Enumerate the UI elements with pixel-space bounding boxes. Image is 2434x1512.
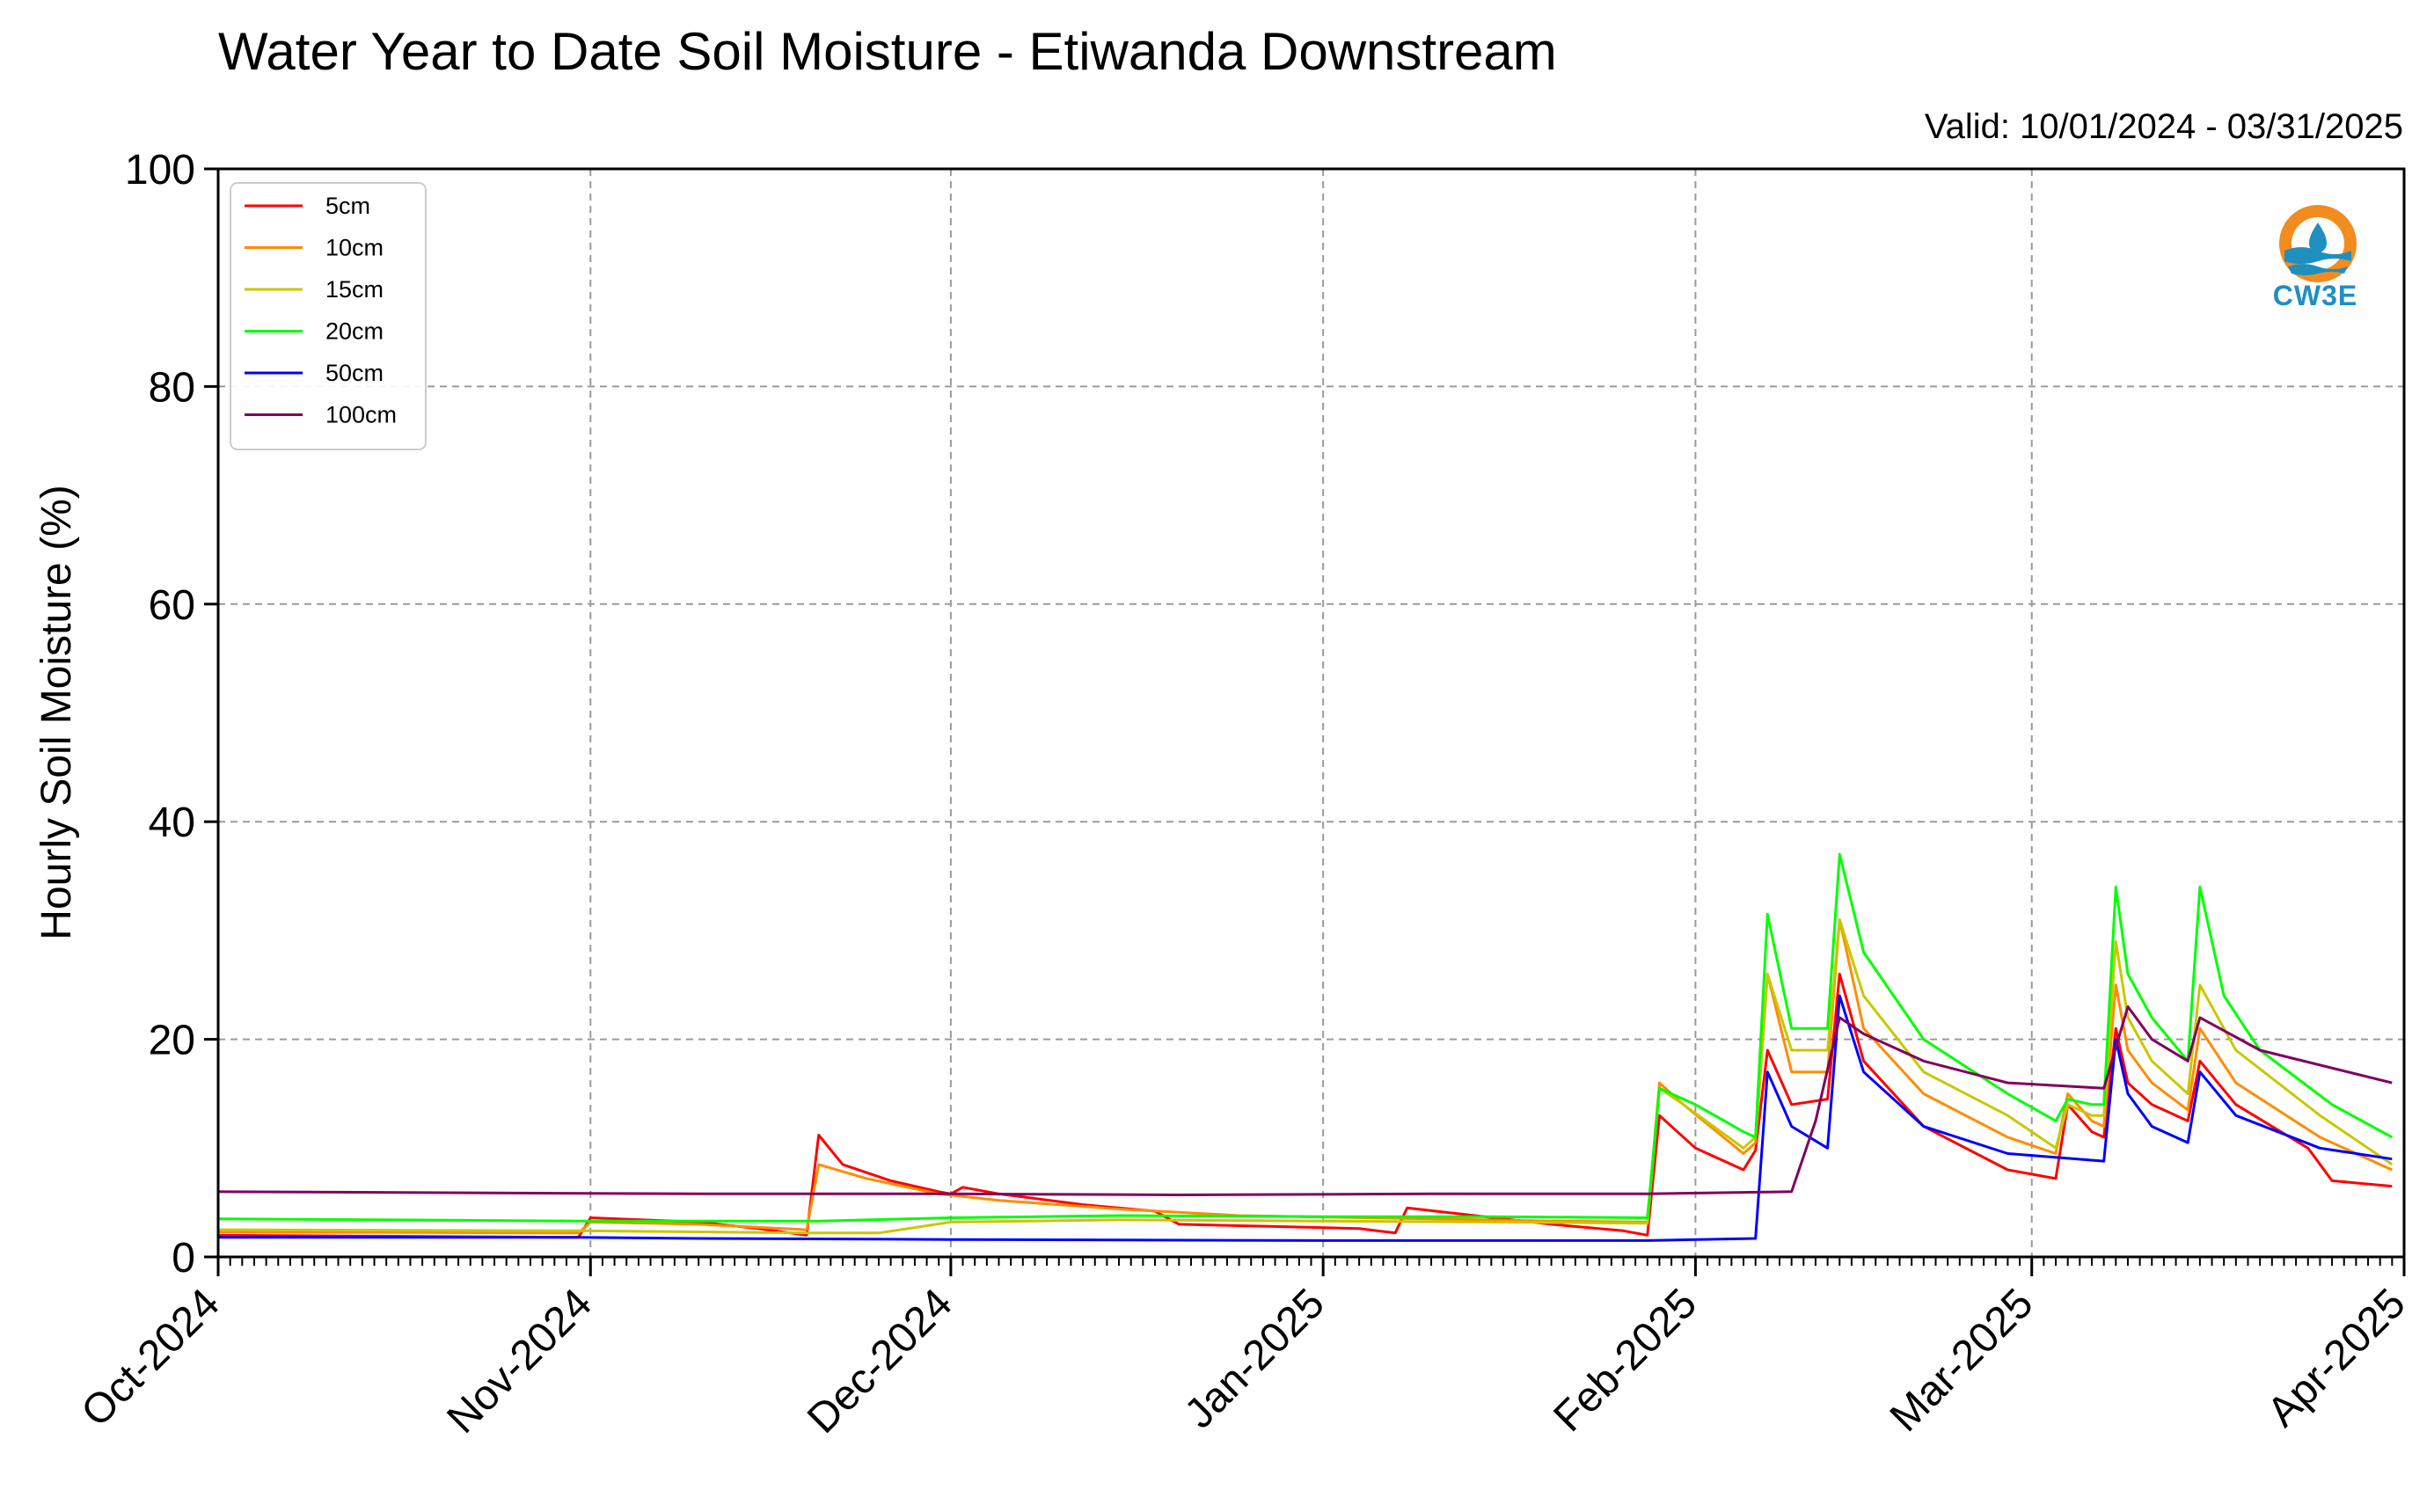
- legend-label-20cm: 20cm: [325, 318, 384, 345]
- x-tick-label: Oct-2024: [73, 1280, 229, 1435]
- chart-title: Water Year to Date Soil Moisture - Etiwa…: [218, 22, 1557, 81]
- x-tick-label: Jan-2025: [1176, 1280, 1334, 1437]
- x-tick-label: Dec-2024: [799, 1280, 961, 1443]
- y-tick-label: 20: [149, 1018, 195, 1064]
- series-layer: [217, 852, 2394, 1242]
- y-tick-labels: 0 20 40 60 80 100: [125, 147, 195, 1282]
- series-line-20cm: [217, 852, 2394, 1223]
- plot-frame: [216, 167, 2406, 1259]
- y-axis-label: Hourly Soil Moisture (%): [33, 485, 80, 939]
- x-tick-label: Mar-2025: [1882, 1280, 2043, 1441]
- y-tick-label: 60: [149, 582, 195, 629]
- legend-box: [230, 182, 427, 450]
- legend: 5cm 10cm 15cm 20cm 50cm 100cm: [230, 182, 427, 450]
- logo-text: CW3E: [2272, 280, 2358, 311]
- cw3e-logo-icon: [2279, 205, 2357, 282]
- axis-ticks: [204, 167, 2406, 1276]
- series-line-15cm: [217, 918, 2394, 1235]
- water-drop-icon: [2309, 223, 2327, 252]
- y-tick-label: 100: [125, 147, 195, 194]
- legend-label-10cm: 10cm: [325, 235, 384, 261]
- grid-lines: [218, 169, 2404, 1257]
- legend-label-50cm: 50cm: [325, 360, 384, 386]
- legend-label-15cm: 15cm: [325, 276, 384, 303]
- x-tick-label: Feb-2025: [1545, 1280, 1706, 1441]
- y-tick-label: 80: [149, 364, 195, 411]
- x-tick-label: Apr-2025: [2259, 1280, 2415, 1435]
- series-line-100cm: [217, 1005, 2393, 1196]
- x-tick-label: Nov-2024: [438, 1280, 601, 1443]
- x-tick-labels: Oct-2024 Nov-2024 Dec-2024 Jan-2025 Feb-2025…: [73, 1280, 2415, 1443]
- series-line-10cm: [217, 918, 2393, 1235]
- series-line-50cm: [218, 994, 2393, 1242]
- valid-date-range: Valid: 10/01/2024 - 03/31/2025: [1924, 107, 2403, 146]
- y-tick-label: 0: [172, 1235, 195, 1282]
- y-tick-label: 40: [149, 800, 195, 846]
- legend-label-5cm: 5cm: [325, 193, 370, 219]
- legend-label-100cm: 100cm: [325, 402, 397, 428]
